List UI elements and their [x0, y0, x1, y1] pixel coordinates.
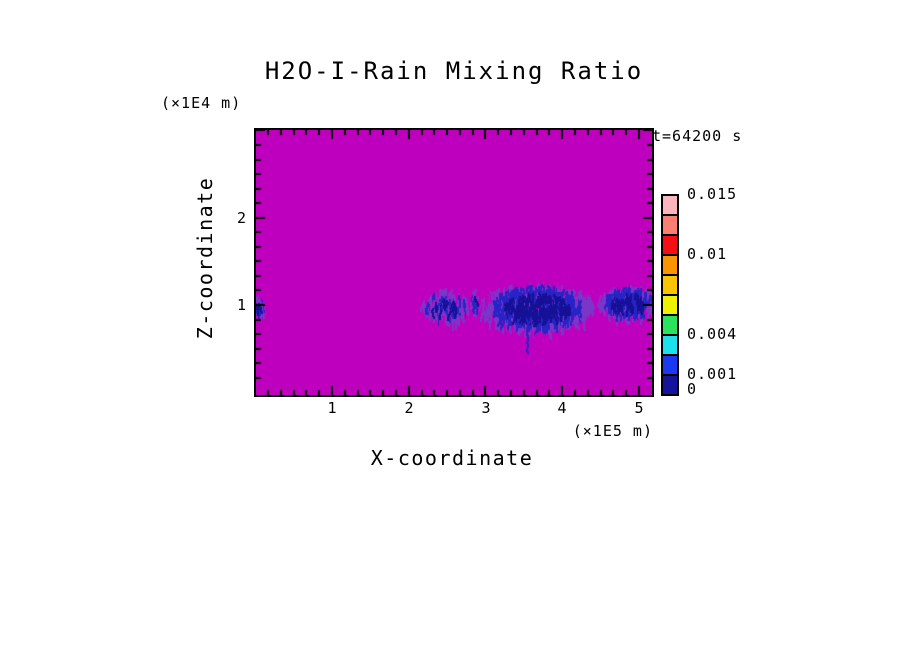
- time-annotation: t=64200 s: [652, 127, 743, 145]
- colorbar-segment: [663, 196, 677, 214]
- x-tick-label: 5: [634, 399, 644, 417]
- x-tick-label: 1: [327, 399, 337, 417]
- colorbar-segment: [663, 294, 677, 314]
- colorbar-tick-label: 0.004: [687, 325, 738, 343]
- colorbar-tick-label: 0.001: [687, 365, 738, 383]
- colorbar-segment: [663, 354, 677, 374]
- colorbar-tick-label: 0.015: [687, 185, 738, 203]
- plot-title: H2O-I-Rain Mixing Ratio: [264, 57, 644, 85]
- heatmap-canvas: [256, 130, 652, 395]
- x-tick-label: 4: [557, 399, 567, 417]
- x-tick-label: 2: [404, 399, 414, 417]
- plot-area: [254, 128, 654, 397]
- x-axis-unit-label: (×1E5 m): [572, 422, 653, 440]
- colorbar-segment: [663, 374, 677, 394]
- x-axis-title: X-coordinate: [370, 446, 534, 470]
- z-tick-label: 1: [236, 296, 246, 314]
- colorbar: [661, 194, 679, 396]
- colorbar-tick-label: 0.01: [687, 245, 728, 263]
- colorbar-segment: [663, 314, 677, 334]
- z-tick-label: 2: [236, 209, 246, 227]
- colorbar-segment: [663, 334, 677, 354]
- z-axis-title: Z-coordinate: [193, 176, 217, 340]
- colorbar-segment: [663, 254, 677, 274]
- colorbar-segment: [663, 234, 677, 254]
- x-tick-label: 3: [481, 399, 491, 417]
- colorbar-tick-label: 0: [687, 380, 698, 398]
- z-axis-unit-label: (×1E4 m): [161, 94, 242, 112]
- colorbar-segment: [663, 274, 677, 294]
- colorbar-segment: [663, 214, 677, 234]
